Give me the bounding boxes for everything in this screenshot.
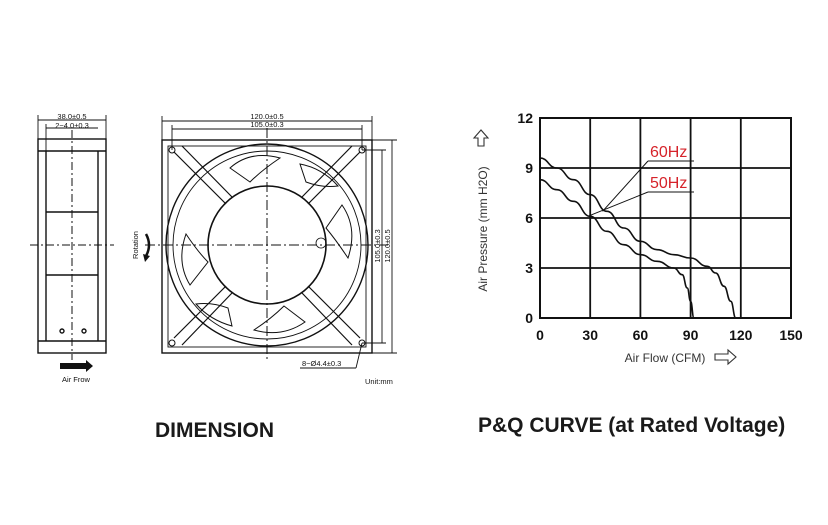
x-tick-label: 0	[536, 327, 544, 343]
x-axis-arrow-icon	[714, 348, 737, 366]
y-tick-label: 0	[525, 310, 533, 326]
airflow-label: Air Frow	[62, 375, 91, 384]
dimension-caption: DIMENSION	[155, 419, 275, 442]
height-inner-label: 105.0±0.3	[373, 229, 382, 262]
fan-struts	[173, 145, 361, 346]
series-line-60hz	[539, 157, 737, 319]
series-annotations: 60Hz 50Hz	[587, 144, 694, 217]
fan-blades	[181, 155, 353, 334]
x-tick-label: 90	[683, 327, 699, 343]
series-label-60hz: 60Hz	[650, 144, 687, 161]
y-tick-label: 3	[525, 260, 533, 276]
y-tick-labels: 0 3 6 9 12	[517, 110, 533, 326]
y-tick-label: 9	[525, 160, 533, 176]
pq-chart: 0 30 60 90 120 150 0 3 6 9 12 60Hz 50Hz Air Flow (…	[472, 110, 803, 366]
pq-curve-caption: P&Q CURVE (at Rated Voltage)	[478, 414, 786, 437]
chart-series-layer	[539, 157, 737, 319]
width-inner-label: 105.0±0.3	[250, 120, 283, 129]
unit-label: Unit:mm	[365, 377, 393, 386]
series-label-50hz: 50Hz	[650, 175, 687, 192]
x-tick-label: 60	[633, 327, 649, 343]
fan-front-view	[145, 116, 397, 369]
fan-side-view	[30, 115, 114, 360]
rotation-label: Rotation	[131, 231, 140, 259]
holes-label: 8−Ø4.4±0.3	[302, 359, 341, 368]
side-width-label: 38.0±0.5	[57, 112, 86, 121]
height-outer-label: 120.0±0.5	[383, 229, 392, 262]
x-axis-label: Air Flow (CFM)	[625, 351, 706, 365]
airflow-arrow	[60, 360, 93, 372]
y-axis-label: Air Pressure (mm H2O)	[476, 166, 490, 291]
y-tick-label: 12	[517, 110, 533, 126]
annotation-leader-50hz	[587, 191, 649, 217]
y-tick-label: 6	[525, 210, 533, 226]
y-axis-arrow-icon	[472, 129, 490, 147]
x-tick-label: 120	[729, 327, 753, 343]
x-tick-label: 30	[582, 327, 598, 343]
side-flange-label: 2−4.0±0.3	[55, 121, 89, 130]
series-line-50hz	[539, 178, 695, 319]
chart-grid	[539, 117, 792, 319]
rotation-arrow-icon	[143, 233, 151, 262]
annotation-leader-60hz	[602, 160, 649, 212]
x-tick-label: 150	[779, 327, 803, 343]
width-outer-label: 120.0±0.5	[250, 112, 283, 121]
x-tick-labels: 0 30 60 90 120 150	[536, 327, 803, 343]
